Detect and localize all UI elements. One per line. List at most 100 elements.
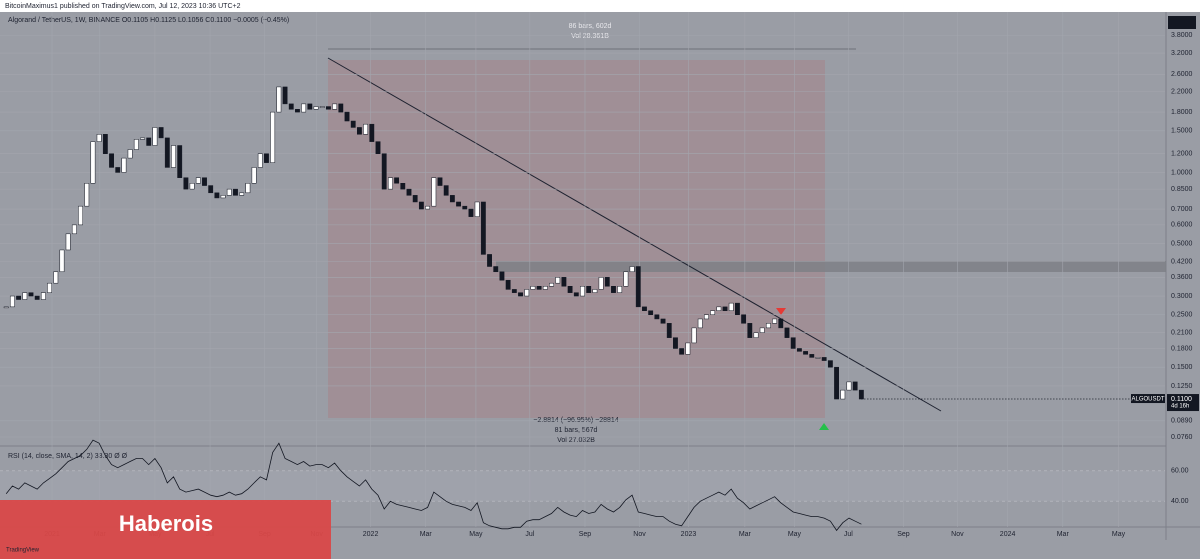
y-tick-label: 1.8000 (1171, 109, 1193, 116)
candle (356, 127, 362, 135)
legend: Algorand / TetherUS, 1W, BINANCE O0.1105… (8, 17, 289, 24)
candle (604, 277, 610, 287)
candle (226, 188, 232, 196)
symbol-tag-bg (1131, 394, 1165, 404)
candle (115, 167, 121, 173)
candle (790, 337, 796, 349)
x-tick-label: Nov (951, 531, 964, 538)
candle (257, 153, 263, 168)
watermark-box (0, 500, 331, 559)
candle (326, 106, 331, 110)
candle (468, 208, 474, 217)
y-tick-label: 0.0760 (1171, 434, 1193, 441)
y-tick-label: 0.8500 (1171, 186, 1193, 193)
candle (852, 381, 858, 391)
candle (586, 286, 592, 293)
sell-arrow (776, 308, 786, 315)
candle (635, 266, 641, 308)
price-tag-bg (1167, 394, 1199, 412)
measure-label: −2.8814 (−96.95%) −28814 (533, 417, 619, 424)
measure-label: Vol 28.361B (571, 33, 609, 40)
candle (549, 282, 554, 287)
candle (96, 134, 102, 142)
candle (301, 103, 307, 113)
candle (511, 289, 517, 293)
candle (152, 127, 158, 146)
candle (722, 306, 728, 311)
candle (394, 177, 400, 184)
x-tick-label: Mar (1057, 531, 1070, 538)
candle (363, 123, 369, 135)
y-tick-label: 0.3600 (1171, 274, 1193, 281)
trend-line (327, 57, 942, 412)
y-tick-label: 0.3000 (1171, 293, 1193, 300)
y-tick-label: 0.4200 (1171, 258, 1193, 265)
candle (295, 109, 300, 113)
y-tick-label: 1.2000 (1171, 151, 1193, 158)
measure-box (328, 60, 825, 418)
candle (642, 306, 647, 311)
candle (710, 310, 716, 316)
candle (233, 188, 238, 196)
candle (319, 106, 325, 108)
x-tick-label: Nov (633, 531, 646, 538)
candle (437, 177, 443, 186)
x-tick-label: May (469, 531, 483, 538)
watermark: Haberois (119, 511, 213, 536)
candle (251, 167, 257, 184)
candle (3, 306, 9, 309)
axis-button[interactable] (1168, 16, 1196, 29)
x-tick-label: Jul (525, 531, 534, 538)
candle (214, 192, 220, 199)
brand: TradingView (6, 548, 40, 554)
candle (493, 266, 499, 273)
candle (666, 323, 672, 338)
candle (53, 271, 59, 284)
candle (220, 195, 226, 199)
candle (375, 141, 381, 154)
candle (313, 106, 319, 110)
candle (803, 351, 809, 355)
candle (611, 286, 616, 293)
y-tick-label: 1.5000 (1171, 128, 1193, 135)
candle (208, 185, 214, 194)
x-tick-label: 2022 (363, 531, 379, 538)
candle (617, 286, 623, 293)
candle (202, 177, 207, 186)
y-tick-label: 3.2000 (1171, 50, 1193, 57)
x-tick-label: Mar (420, 531, 433, 538)
y-tick-label: 0.7000 (1171, 206, 1193, 213)
header: BitcoinMaximus1 published on TradingView… (5, 3, 241, 10)
candle (47, 282, 52, 293)
y-tick-label: 2.6000 (1171, 71, 1193, 78)
resistance-zone (496, 261, 1166, 272)
candle (171, 145, 176, 168)
y-tick-label: 0.1800 (1171, 345, 1193, 352)
candle (679, 348, 685, 355)
candle (499, 271, 505, 281)
candle (648, 310, 654, 316)
candle (784, 327, 790, 338)
rsi-tick-label: 60.00 (1171, 468, 1189, 475)
candle (400, 183, 406, 190)
candle (344, 111, 350, 122)
candle (809, 354, 815, 358)
candle (759, 327, 765, 333)
candle (753, 332, 759, 338)
candle (524, 289, 530, 297)
candle (778, 318, 784, 329)
x-tick-label: Jul (844, 531, 853, 538)
candle (735, 302, 740, 316)
candle (102, 134, 108, 154)
candle (673, 337, 678, 349)
candle (487, 254, 492, 267)
candle (660, 318, 666, 324)
candle (288, 103, 294, 110)
candle (195, 177, 201, 184)
candle (846, 381, 852, 391)
y-tick-label: 2.2000 (1171, 88, 1193, 95)
candle (276, 86, 282, 113)
candle (40, 292, 46, 300)
symbol-tag: ALGOUSDT (1131, 397, 1164, 403)
measure-label: 81 bars, 567d (555, 427, 598, 434)
